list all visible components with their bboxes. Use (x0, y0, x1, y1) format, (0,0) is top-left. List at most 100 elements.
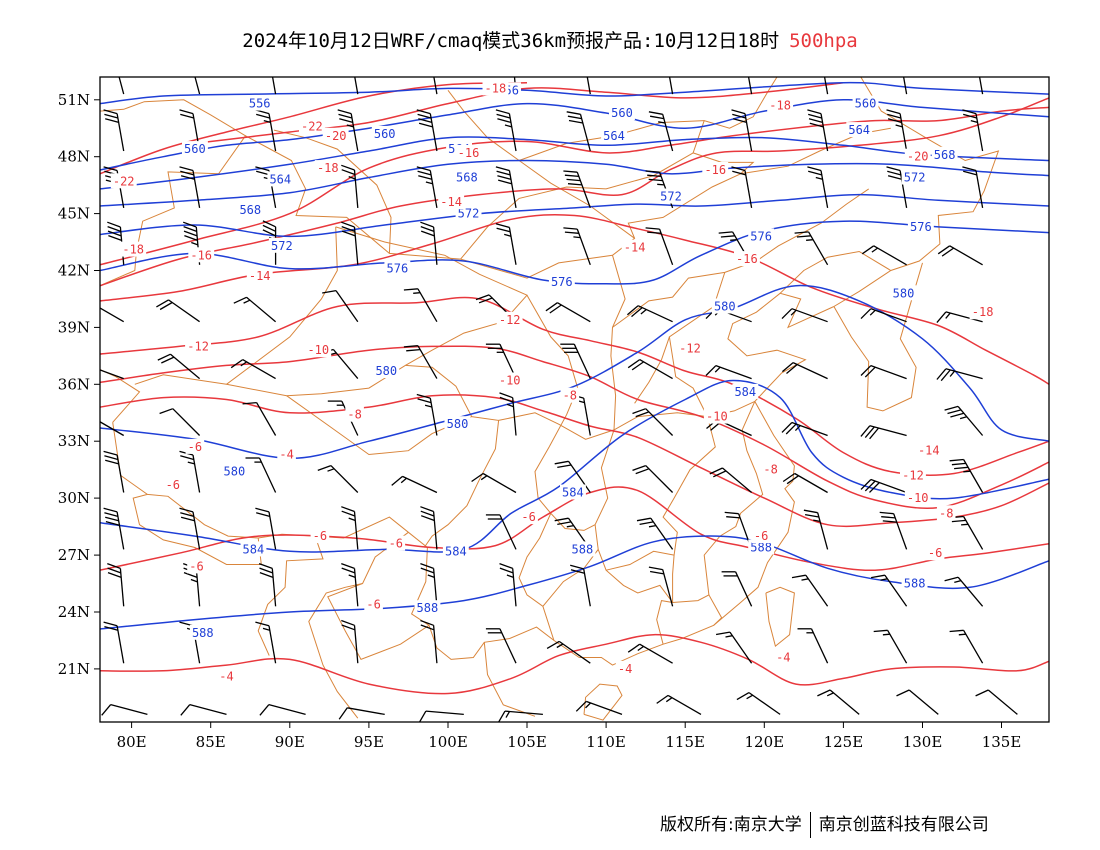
wind-barb (497, 710, 543, 722)
height-contour-label: 580 (375, 364, 397, 378)
wind-barb (566, 111, 591, 152)
wind-barb (420, 221, 438, 265)
height-contour-label: 584 (562, 486, 584, 500)
wind-barb (103, 507, 125, 550)
contour-label-bg (277, 446, 296, 462)
contour-label-bg (748, 539, 775, 555)
temperature-contour-label: -22 (113, 174, 135, 188)
wind-barb (230, 359, 276, 380)
lon-tick-label: 130E (903, 733, 943, 751)
wind-barb (107, 562, 125, 607)
wind-barb (873, 629, 908, 664)
temperature-contour-label: -6 (754, 529, 768, 543)
contour-label-bg (560, 484, 586, 500)
wind-barb (100, 307, 125, 323)
wind-barb (179, 166, 201, 209)
contour-label-bg (711, 298, 738, 314)
border-line (605, 550, 675, 571)
wind-barb (570, 564, 591, 607)
contour-label-bg (519, 509, 538, 525)
contour-label-bg (314, 160, 341, 176)
temperature-contour-label: -8 (939, 506, 953, 520)
wind-barb (194, 77, 201, 95)
wind-barb (180, 703, 227, 716)
title-text: 2024年10月12日WRF/cmaq模式36km预报产品:10月12日18时 (242, 30, 780, 52)
height-contour-label: 588 (904, 577, 926, 591)
wind-barb (271, 77, 277, 95)
wind-barb (416, 109, 438, 152)
temperature-contour-label: -12 (679, 341, 701, 355)
wind-barb (179, 450, 201, 493)
wind-barb (416, 393, 438, 436)
company-name: 南京创蓝科技有限公司 (818, 815, 989, 835)
wind-barb (747, 77, 753, 95)
height-contour-label: 580 (893, 286, 915, 300)
wind-barb (118, 77, 125, 95)
contour-label-bg (110, 173, 137, 189)
contour-label-bg (767, 97, 794, 113)
height-contour-label: 580 (714, 300, 736, 314)
height-contour-label: 588 (750, 541, 772, 555)
wind-barb (499, 392, 517, 436)
contour-label-bg (310, 528, 330, 544)
temperature-contour-line (100, 394, 1049, 528)
wind-barb (563, 227, 591, 266)
contour-label-bg (496, 372, 523, 388)
lat-tick-label: 24N (58, 603, 90, 621)
wind-barb (391, 475, 438, 494)
temperature-contour-label: -10 (907, 491, 929, 505)
height-contour-label: 572 (458, 207, 480, 221)
temperature-contour-label: -4 (776, 651, 790, 665)
wind-barb (709, 467, 753, 493)
lon-tick-label: 135E (982, 733, 1022, 751)
chart-title: 2024年10月12日WRF/cmaq模式36km预报产品:10月12日18时 5… (0, 26, 1100, 53)
contour-label-bg (482, 80, 509, 96)
wind-barb (420, 619, 438, 664)
height-contour-label: 564 (603, 129, 625, 143)
contour-label-bg (345, 406, 364, 422)
temperature-contour-line (100, 345, 1049, 509)
height-contour-line (100, 136, 1049, 190)
wind-barb (354, 77, 359, 95)
contour-label-bg (386, 535, 406, 551)
temperature-contour-label: -6 (188, 440, 202, 454)
temperature-contour-label: -8 (563, 389, 577, 403)
border-line (405, 364, 473, 417)
wind-barb (433, 77, 438, 95)
contour-label-bg (890, 285, 917, 301)
temperature-contour-label: -16 (704, 163, 726, 177)
contour-label-bg (185, 338, 211, 354)
lat-tick-label: 36N (58, 375, 90, 393)
contour-label-bg (268, 237, 295, 253)
wind-barb (944, 576, 984, 607)
temperature-contour-label: -14 (624, 241, 646, 255)
wind-barb (100, 421, 125, 437)
temperature-contour-label: -8 (347, 408, 361, 422)
contour-label-bg (900, 467, 926, 483)
border-line (779, 250, 892, 294)
lat-tick-label: 39N (58, 318, 90, 336)
contour-label-bg (322, 127, 349, 143)
border-line (583, 683, 623, 721)
wind-barb (103, 109, 125, 152)
wind-barb (242, 401, 277, 436)
contour-label-bg (373, 363, 400, 378)
wind-barb (731, 166, 753, 209)
contour-label-bg (246, 268, 273, 284)
border-line (226, 226, 338, 385)
lon-tick-label: 115E (665, 733, 705, 751)
border-line (483, 642, 536, 717)
wind-barb (781, 362, 828, 380)
wind-barb (338, 707, 385, 720)
height-contour-label: 560 (184, 142, 206, 156)
contour-label-bg (163, 476, 183, 492)
contour-label-bg (240, 541, 267, 557)
wind-barbs (100, 77, 1018, 722)
contour-label-bg (237, 201, 264, 217)
wind-barb (546, 640, 591, 664)
border-line (460, 152, 694, 260)
wind-barb (791, 574, 829, 607)
lon-tick-label: 95E (354, 733, 384, 751)
border-line (257, 535, 324, 656)
wind-barb (731, 109, 753, 152)
